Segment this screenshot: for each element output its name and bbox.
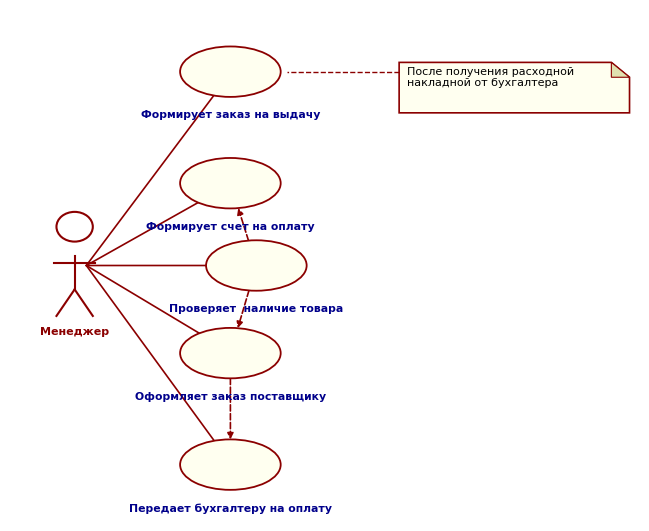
Text: Проверяет  наличие товара: Проверяет наличие товара xyxy=(169,304,343,314)
Ellipse shape xyxy=(180,328,280,378)
Text: Передает бухгалтеру на оплату: Передает бухгалтеру на оплату xyxy=(129,503,332,513)
Text: Менеджер: Менеджер xyxy=(40,327,109,337)
Polygon shape xyxy=(399,63,630,113)
Ellipse shape xyxy=(180,47,280,97)
Text: Оформляет заказ поставщику: Оформляет заказ поставщику xyxy=(135,392,326,401)
Text: Формирует счет на оплату: Формирует счет на оплату xyxy=(146,222,315,232)
Polygon shape xyxy=(611,63,630,78)
Ellipse shape xyxy=(180,440,280,490)
Ellipse shape xyxy=(180,158,280,209)
Ellipse shape xyxy=(206,240,307,291)
Text: После получения расходной
накладной от бухгалтера: После получения расходной накладной от б… xyxy=(407,67,574,88)
Text: Формирует заказ на выдачу: Формирует заказ на выдачу xyxy=(141,110,320,120)
